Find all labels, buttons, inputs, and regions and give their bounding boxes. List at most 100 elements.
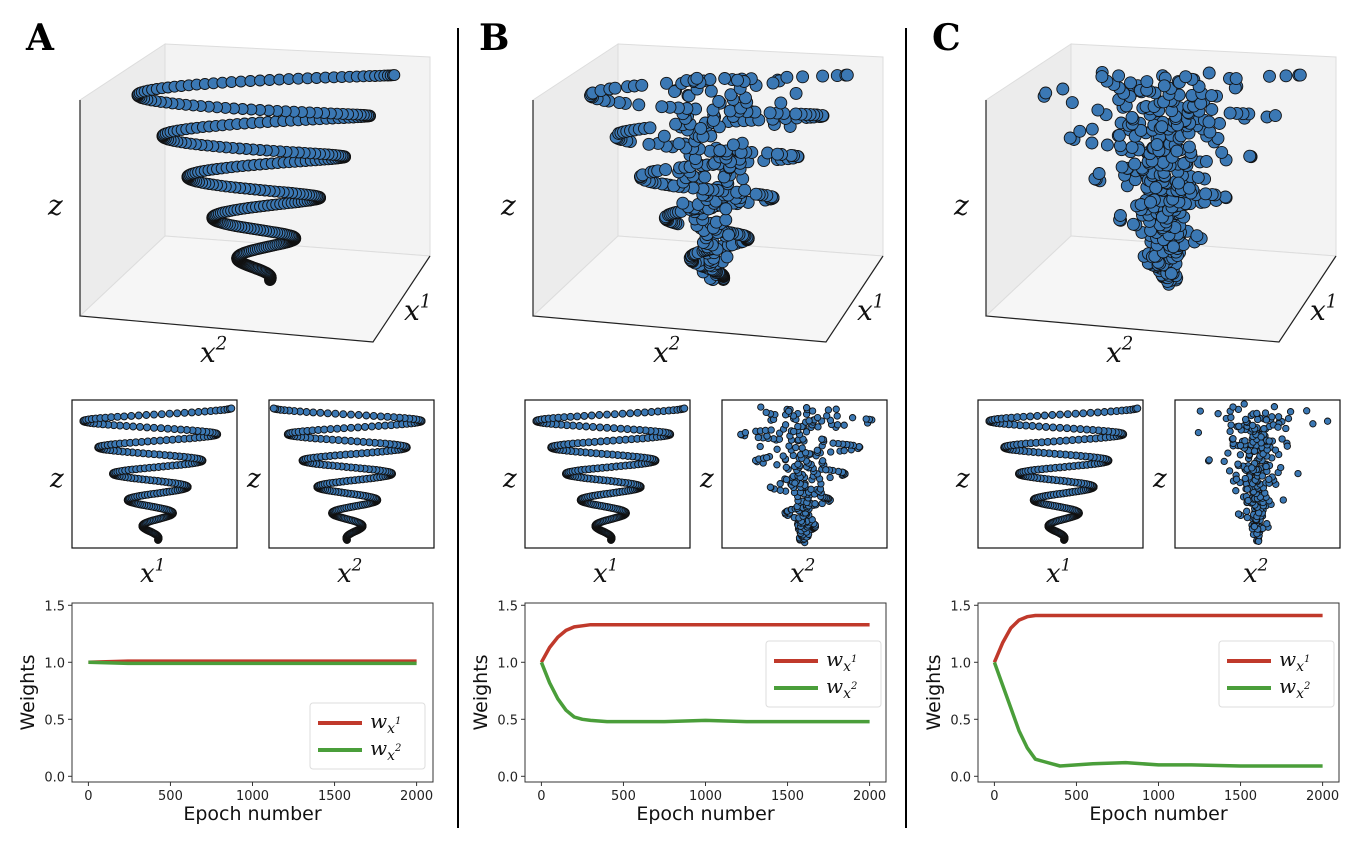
- inset-x1: z x1: [955, 399, 1144, 589]
- scatter-3d-point: [789, 107, 803, 121]
- scatter-3d-point: [1218, 190, 1232, 204]
- inset-x2-point: [782, 475, 791, 484]
- inset-x2-point: [785, 442, 793, 450]
- inset-x1-point: [1019, 412, 1028, 421]
- inset-x1-point: [626, 409, 635, 418]
- scatter-3d-point: [1113, 209, 1127, 222]
- inset-x2-point: [1227, 421, 1235, 429]
- scatter-3d-point: [796, 70, 810, 84]
- axis-label-x1-sup: 1: [873, 291, 885, 312]
- scatter-3d-point: [1243, 149, 1257, 163]
- scatter-3d-point: [726, 138, 740, 152]
- inset-x1-point: [680, 404, 689, 413]
- inset-x2-point: [785, 407, 793, 415]
- axis-label-x2-base: x: [200, 336, 216, 369]
- scatter-3d-point: [1128, 157, 1142, 171]
- inset-x1-point: [1063, 424, 1071, 433]
- x-axis-label: Epoch number: [636, 803, 775, 825]
- scatter-3d-point: [1157, 79, 1171, 93]
- inset-x2-point: [376, 412, 385, 421]
- scatter-3d-point: [1191, 171, 1205, 184]
- scatter-3d-point: [1279, 69, 1293, 83]
- axis-label-x2-base: x: [653, 336, 669, 369]
- inset-x2-point: [1232, 487, 1240, 495]
- inset-x1-point: [623, 425, 632, 434]
- x-tick-label: 1000: [236, 789, 269, 804]
- inset-x2-point: [790, 427, 798, 436]
- y-tick-label: 0.0: [44, 770, 65, 785]
- inset-x2-point: [805, 417, 813, 425]
- series-line-w-x2: [539, 661, 870, 724]
- inset-x2-point: [779, 452, 787, 460]
- y-tick-label: 0.5: [950, 713, 971, 728]
- inset-x2-point: [347, 410, 355, 419]
- x-tick-label: 1500: [771, 789, 804, 804]
- y-axis-label: Weights: [923, 654, 945, 730]
- inset-x2-point: [1254, 415, 1262, 424]
- inset-x2-point: [340, 424, 348, 433]
- inset-x1-point: [575, 422, 584, 430]
- legend-frame: [1218, 640, 1335, 708]
- legend-label-w-x2-sup: 2: [394, 743, 401, 754]
- x-tick-label: 1500: [318, 789, 351, 804]
- inset-x1-point: [122, 422, 131, 430]
- inset-x2-point: [1309, 420, 1317, 428]
- inset-x1-x-label-base: x: [593, 559, 608, 589]
- inset-x2-point: [1277, 463, 1285, 472]
- scatter-3d-point: [766, 76, 780, 90]
- inset-x1-point: [1100, 408, 1109, 416]
- inset-x1-point: [1049, 423, 1057, 432]
- inset-x1-point: [227, 404, 236, 413]
- inset-x2-point: [1214, 410, 1222, 418]
- axis-label-x2-base: x: [1106, 336, 1122, 369]
- scatter-3d-point: [738, 183, 752, 197]
- inset-x2-point: [1236, 441, 1245, 450]
- inset-x2-point: [802, 404, 811, 412]
- scatter-3d-point: [1268, 109, 1282, 123]
- inset-x2-point: [1196, 407, 1204, 415]
- inset-x2-point: [826, 473, 834, 482]
- inset-x1-point: [610, 410, 619, 419]
- inset-x2-point: [776, 486, 784, 494]
- inset-x2-point: [369, 411, 378, 420]
- scatter-3d-point: [1056, 82, 1070, 96]
- axis-3d-lines: [532, 100, 884, 343]
- scatter-3d-point: [1166, 240, 1180, 254]
- scatter-3d-point: [632, 98, 646, 112]
- inset-x1-point: [129, 422, 138, 431]
- scatter-3d-point: [704, 84, 718, 98]
- scatter-3d-point: [1149, 181, 1163, 195]
- inset-x2: z x2: [246, 399, 435, 589]
- inset-x2-point: [1241, 474, 1249, 483]
- scatter-3d-point: [1124, 76, 1137, 90]
- inset-x2-point: [827, 448, 835, 456]
- inset-x1-point: [616, 424, 625, 433]
- scatter-3d-point: [840, 68, 854, 82]
- weights-chart: 0 500 1000 1500 2000 0.0 0.5 1.0 1.5 Epoch number…: [470, 599, 887, 825]
- y-tick-label: 0.0: [950, 770, 971, 785]
- inset-x2-point: [1263, 520, 1271, 528]
- inset-x2-point: [1240, 400, 1248, 408]
- weights-chart: 0 500 1000 1500 2000 0.0 0.5 1.0 1.5 Epoch number…: [17, 599, 434, 825]
- inset-x2-point: [819, 457, 827, 465]
- inset-x2-point: [309, 408, 318, 417]
- inset-x1-point: [603, 410, 611, 419]
- inset-x1-point: [1056, 410, 1064, 419]
- axis-label-x2-sup: 2: [215, 333, 228, 354]
- inset-x1-point: [127, 411, 136, 420]
- scatter-3d-point: [1172, 176, 1185, 190]
- inset-x2-point: [757, 403, 765, 411]
- scatter-3d-point: [816, 69, 830, 83]
- inset-x1-x-label: x1: [1046, 554, 1071, 589]
- scatter-3d-point: [1199, 154, 1213, 168]
- inset-x2-point: [1229, 403, 1237, 411]
- x-tick-label: 1500: [1224, 789, 1257, 804]
- y-tick-label: 1.5: [44, 599, 65, 614]
- inset-x2: z x2: [1152, 399, 1341, 589]
- inset-x1-z-label: z: [955, 464, 970, 494]
- axis-label-x1: x1: [857, 291, 884, 327]
